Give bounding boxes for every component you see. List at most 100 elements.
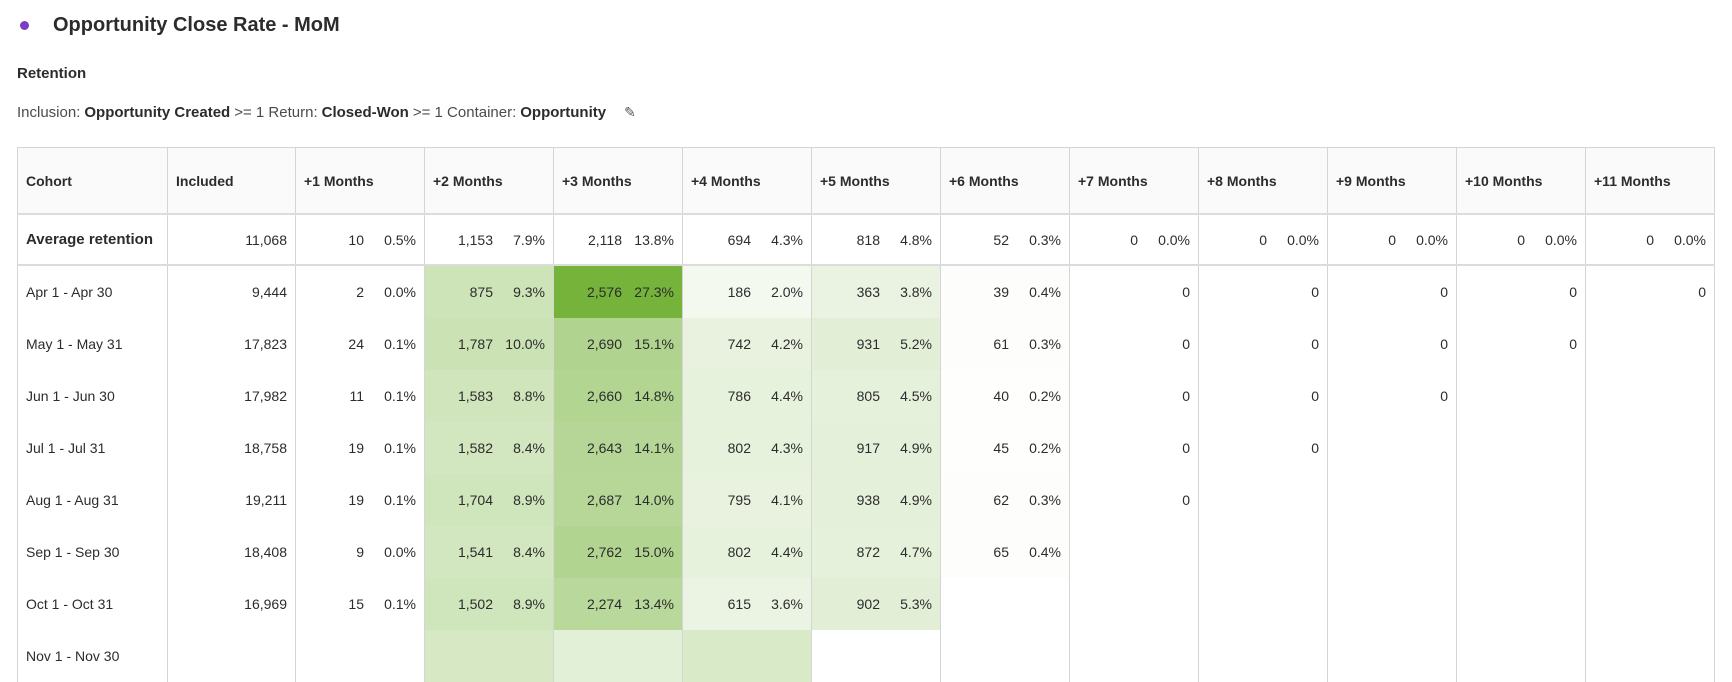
retention-cell[interactable]: 917 4.9% bbox=[811, 422, 941, 474]
retention-cell[interactable]: 39 0.4% bbox=[940, 265, 1070, 318]
empty-cell bbox=[1456, 578, 1586, 630]
report-header: Opportunity Close Rate - MoM bbox=[18, 10, 340, 40]
retention-cell[interactable]: 0 bbox=[1456, 318, 1586, 370]
cell-count: 0 bbox=[1698, 284, 1706, 300]
retention-cell[interactable]: 10 0.5% bbox=[295, 214, 425, 266]
retention-cell[interactable]: 62 0.3% bbox=[940, 474, 1070, 526]
retention-cell[interactable]: 805 4.5% bbox=[811, 370, 941, 422]
retention-cell[interactable]: 0 0.0% bbox=[1456, 214, 1586, 266]
retention-cell[interactable]: 0 0.0% bbox=[1198, 214, 1328, 266]
retention-cell[interactable]: 0 bbox=[1198, 265, 1328, 318]
retention-cell[interactable]: 24 0.1% bbox=[295, 318, 425, 370]
retention-cell[interactable]: 0 bbox=[1069, 422, 1199, 474]
retention-cell[interactable]: 0 bbox=[1327, 318, 1457, 370]
retention-cell[interactable] bbox=[295, 630, 425, 682]
retention-cell[interactable]: 902 5.3% bbox=[811, 578, 941, 630]
retention-cell[interactable]: 52 0.3% bbox=[940, 214, 1070, 266]
empty-cell bbox=[1585, 422, 1715, 474]
retention-cell[interactable]: 40 0.2% bbox=[940, 370, 1070, 422]
retention-cell[interactable]: 2 0.0% bbox=[295, 265, 425, 318]
column-header[interactable]: +3 Months bbox=[553, 147, 683, 215]
retention-cell[interactable]: 2,118 13.8% bbox=[553, 214, 683, 266]
retention-cell[interactable]: 0 0.0% bbox=[1585, 214, 1715, 266]
empty-cell bbox=[1585, 630, 1715, 682]
retention-cell[interactable]: 19 0.1% bbox=[295, 474, 425, 526]
retention-cell[interactable]: 1,153 7.9% bbox=[424, 214, 554, 266]
cell-percent: 0.0% bbox=[1416, 231, 1448, 248]
retention-cell[interactable]: 15 0.1% bbox=[295, 578, 425, 630]
retention-cell[interactable]: 931 5.2% bbox=[811, 318, 941, 370]
retention-cell[interactable] bbox=[553, 630, 683, 682]
cell-percent: 3.8% bbox=[900, 284, 932, 300]
retention-cell[interactable]: 2,762 15.0% bbox=[553, 526, 683, 578]
cell-percent: 4.9% bbox=[900, 492, 932, 508]
column-header[interactable]: +6 Months bbox=[940, 147, 1070, 215]
retention-cell[interactable]: 2,660 14.8% bbox=[553, 370, 683, 422]
retention-cell[interactable]: 802 4.4% bbox=[682, 526, 812, 578]
retention-cell[interactable]: 0 bbox=[1198, 318, 1328, 370]
retention-cell[interactable]: 795 4.1% bbox=[682, 474, 812, 526]
column-header[interactable]: +10 Months bbox=[1456, 147, 1586, 215]
retention-cell[interactable]: 45 0.2% bbox=[940, 422, 1070, 474]
retention-cell[interactable]: 802 4.3% bbox=[682, 422, 812, 474]
column-header[interactable]: +8 Months bbox=[1198, 147, 1328, 215]
retention-cell[interactable]: 1,541 8.4% bbox=[424, 526, 554, 578]
column-header[interactable]: +11 Months bbox=[1585, 147, 1715, 215]
column-header[interactable]: +9 Months bbox=[1327, 147, 1457, 215]
retention-cell[interactable]: 2,274 13.4% bbox=[553, 578, 683, 630]
column-header[interactable]: +2 Months bbox=[424, 147, 554, 215]
retention-cell[interactable]: 1,704 8.9% bbox=[424, 474, 554, 526]
retention-cell[interactable]: 0 bbox=[1198, 422, 1328, 474]
retention-cell[interactable]: 1,582 8.4% bbox=[424, 422, 554, 474]
retention-cell[interactable]: 818 4.8% bbox=[811, 214, 941, 266]
retention-cell[interactable]: 786 4.4% bbox=[682, 370, 812, 422]
retention-cell[interactable]: 0 bbox=[1069, 474, 1199, 526]
retention-cell[interactable]: 0 bbox=[1198, 370, 1328, 422]
empty-cell bbox=[1069, 578, 1199, 630]
retention-cell[interactable]: 19 0.1% bbox=[295, 422, 425, 474]
retention-cell[interactable]: 1,787 10.0% bbox=[424, 318, 554, 370]
retention-cell[interactable] bbox=[424, 630, 554, 682]
retention-cell[interactable]: 2,576 27.3% bbox=[553, 265, 683, 318]
retention-cell[interactable]: 0 0.0% bbox=[1327, 214, 1457, 266]
retention-cell[interactable]: 742 4.2% bbox=[682, 318, 812, 370]
retention-cell[interactable]: 2,690 15.1% bbox=[553, 318, 683, 370]
retention-cell[interactable]: 9 0.0% bbox=[295, 526, 425, 578]
retention-cell[interactable]: 2,643 14.1% bbox=[553, 422, 683, 474]
retention-cell[interactable]: 0 bbox=[1069, 370, 1199, 422]
retention-cell[interactable]: 1,502 8.9% bbox=[424, 578, 554, 630]
cell-percent: 4.8% bbox=[900, 231, 932, 248]
retention-cell[interactable]: 694 4.3% bbox=[682, 214, 812, 266]
column-header[interactable]: +5 Months bbox=[811, 147, 941, 215]
pencil-icon[interactable]: ✎ bbox=[624, 104, 636, 120]
column-header[interactable]: +1 Months bbox=[295, 147, 425, 215]
retention-cell[interactable]: 938 4.9% bbox=[811, 474, 941, 526]
empty-cell bbox=[1456, 474, 1586, 526]
retention-cell[interactable]: 0 bbox=[1327, 370, 1457, 422]
retention-cell[interactable]: 0 bbox=[1456, 265, 1586, 318]
retention-cell[interactable]: 65 0.4% bbox=[940, 526, 1070, 578]
column-header[interactable]: +4 Months bbox=[682, 147, 812, 215]
cell-count: 805 bbox=[856, 388, 880, 404]
retention-cell[interactable]: 0 bbox=[1069, 265, 1199, 318]
cell-percent: 8.4% bbox=[513, 440, 545, 456]
page-title: Opportunity Close Rate - MoM bbox=[53, 13, 340, 36]
column-header[interactable]: +7 Months bbox=[1069, 147, 1199, 215]
retention-cell[interactable]: 0 0.0% bbox=[1069, 214, 1199, 266]
column-header[interactable]: Cohort bbox=[17, 147, 168, 215]
retention-cell[interactable]: 0 bbox=[1327, 265, 1457, 318]
retention-cell[interactable]: 2,687 14.0% bbox=[553, 474, 683, 526]
retention-cell[interactable]: 11 0.1% bbox=[295, 370, 425, 422]
retention-cell[interactable]: 1,583 8.8% bbox=[424, 370, 554, 422]
retention-cell[interactable]: 0 bbox=[1069, 318, 1199, 370]
column-header[interactable]: Included bbox=[167, 147, 296, 215]
retention-cell[interactable]: 0 bbox=[1585, 265, 1715, 318]
retention-cell[interactable]: 872 4.7% bbox=[811, 526, 941, 578]
retention-cell[interactable]: 615 3.6% bbox=[682, 578, 812, 630]
retention-cell[interactable]: 875 9.3% bbox=[424, 265, 554, 318]
retention-cell[interactable] bbox=[682, 630, 812, 682]
retention-cell[interactable]: 363 3.8% bbox=[811, 265, 941, 318]
cell-percent: 4.7% bbox=[900, 544, 932, 560]
retention-cell[interactable]: 61 0.3% bbox=[940, 318, 1070, 370]
retention-cell[interactable]: 186 2.0% bbox=[682, 265, 812, 318]
